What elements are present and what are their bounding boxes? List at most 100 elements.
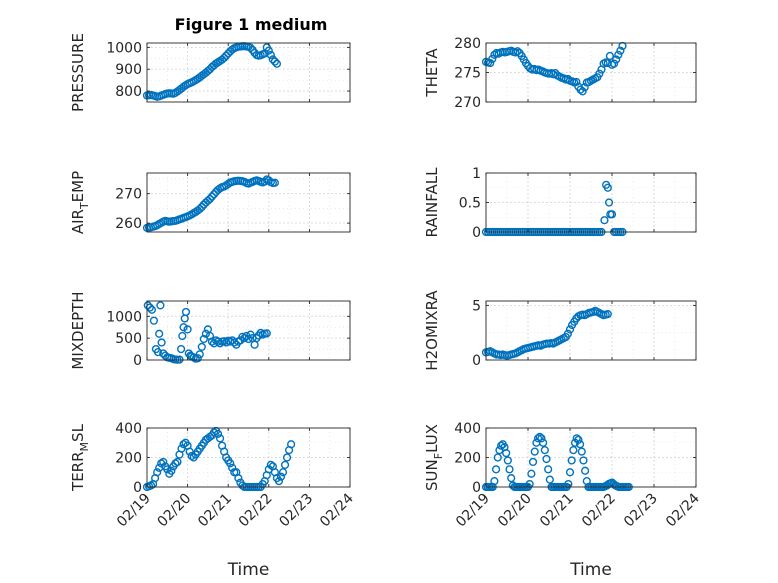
data-point xyxy=(493,453,502,462)
data-point xyxy=(491,465,501,474)
panel-1: 800 900 1000 PRESSURE xyxy=(69,33,351,112)
data-point xyxy=(544,465,553,474)
y-axis-label-part: TERR xyxy=(69,451,87,492)
data-point xyxy=(569,446,578,455)
y-tick-label: 0 xyxy=(472,480,481,496)
panel-2: 270 275 280 THETA xyxy=(423,36,697,111)
data-point xyxy=(276,472,286,481)
data-point xyxy=(222,51,231,60)
data-point xyxy=(565,325,575,334)
data-point xyxy=(215,434,225,443)
data-point xyxy=(183,325,192,334)
data-point xyxy=(505,465,514,474)
data-point xyxy=(540,446,549,455)
data-point xyxy=(567,456,576,465)
data-point xyxy=(264,46,273,55)
data-point xyxy=(207,192,217,201)
data-point xyxy=(486,58,495,68)
data-point xyxy=(282,453,292,462)
y-tick-label: 1000 xyxy=(106,40,142,56)
data-point xyxy=(205,194,215,204)
y-tick-label: 1000 xyxy=(106,309,142,325)
axes-box xyxy=(485,300,697,361)
panel-6: 0 5 H2OMIXRA xyxy=(423,290,697,371)
data-point xyxy=(197,202,206,212)
y-tick-label: 5 xyxy=(472,298,481,314)
y-tick-label: 0 xyxy=(472,353,481,369)
data-point xyxy=(539,438,548,447)
y-tick-label: 0.5 xyxy=(459,196,481,212)
data-point xyxy=(595,69,604,78)
y-tick-label: 1 xyxy=(472,166,481,182)
y-axis-label: TERRMSL xyxy=(69,423,91,492)
data-point xyxy=(605,51,615,61)
data-point xyxy=(563,74,573,84)
data-point xyxy=(193,354,202,363)
data-point xyxy=(530,447,539,456)
y-axis-label: THETA xyxy=(423,48,441,98)
data-point xyxy=(600,216,609,225)
data-point xyxy=(272,59,282,68)
data-point xyxy=(262,329,271,338)
y-axis-label: AIRTEMP xyxy=(69,171,91,234)
y-tick-label: 270 xyxy=(454,95,481,111)
data-point xyxy=(537,434,546,443)
data-point xyxy=(159,457,168,467)
data-point xyxy=(220,53,229,62)
data-point xyxy=(577,447,586,456)
y-tick-label: 0 xyxy=(133,480,142,496)
figure-title: Figure 1 medium xyxy=(175,15,328,34)
y-axis-label-part: SL xyxy=(69,423,87,442)
data-point xyxy=(603,183,612,192)
data-point xyxy=(270,178,279,187)
data-point xyxy=(287,440,296,449)
y-tick-label: 800 xyxy=(115,84,142,100)
data-point xyxy=(195,204,204,214)
data-point xyxy=(240,334,249,343)
data-point xyxy=(533,434,543,443)
data-point xyxy=(545,475,554,484)
data-point xyxy=(507,474,516,483)
axes-box xyxy=(146,172,351,233)
data-point xyxy=(527,469,536,478)
y-axis-label-part: THETA xyxy=(423,48,441,98)
data-point xyxy=(266,460,275,469)
data-point xyxy=(535,432,544,441)
data-point xyxy=(274,477,284,486)
data-point xyxy=(153,468,162,477)
data-point xyxy=(604,198,614,207)
y-tick-label: 400 xyxy=(115,421,142,437)
plot-area xyxy=(147,301,350,360)
data-point xyxy=(209,428,219,437)
data-point xyxy=(576,85,585,94)
data-point xyxy=(579,456,588,465)
data-point xyxy=(268,55,277,64)
y-axis-label: RAINFALL xyxy=(423,167,441,238)
y-axis-label-subscript: M xyxy=(78,442,91,452)
y-tick-label: 0 xyxy=(133,353,142,369)
y-axis-label-part: RAINFALL xyxy=(423,167,441,238)
data-point xyxy=(244,334,253,344)
data-point xyxy=(563,329,573,338)
y-axis-label-part: H2OMIXRA xyxy=(423,290,441,371)
data-point xyxy=(607,210,617,219)
y-tick-label: 200 xyxy=(454,451,481,467)
axes-box xyxy=(146,42,351,103)
y-axis-label-part: AIR xyxy=(69,209,87,234)
data-point xyxy=(616,46,625,55)
data-point xyxy=(502,448,511,458)
data-point xyxy=(153,348,163,357)
data-point xyxy=(542,454,551,464)
data-point xyxy=(612,55,621,64)
y-axis-label: SUNFLUX xyxy=(423,424,445,491)
data-point xyxy=(177,344,186,354)
data-point xyxy=(147,305,156,314)
data-point xyxy=(278,468,288,477)
data-point xyxy=(187,451,196,461)
data-point xyxy=(156,301,165,310)
y-axis-label-part: LUX xyxy=(423,424,441,453)
y-axis-label-part: EMP xyxy=(69,171,87,202)
data-point xyxy=(488,54,497,64)
panel-4: 0 0.5 1 RAINFALL xyxy=(423,166,697,241)
data-point xyxy=(203,196,213,205)
